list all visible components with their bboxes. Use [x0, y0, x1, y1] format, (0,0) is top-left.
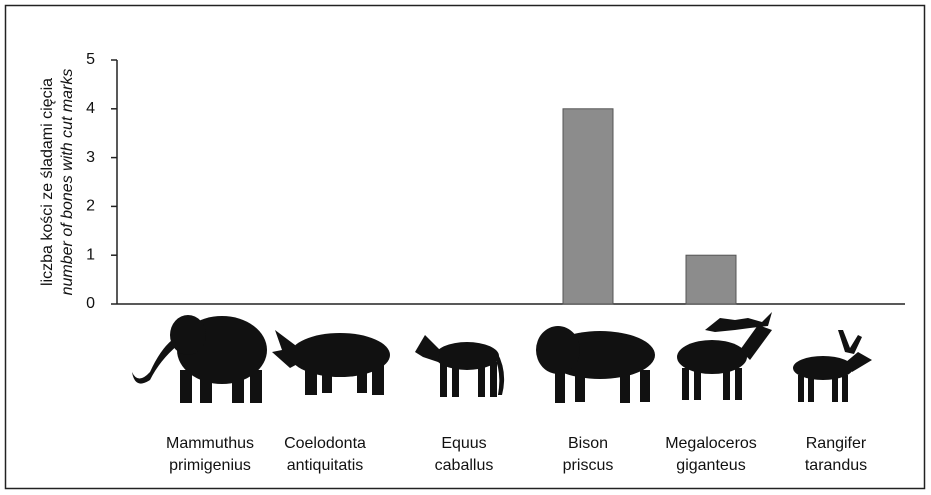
y-tick-label: 3: [86, 149, 95, 166]
x-tick-label: Equus: [441, 435, 486, 452]
y-tick-label: 1: [86, 246, 95, 263]
x-tick-label: giganteus: [676, 457, 745, 474]
animal-silhouettes: [132, 312, 872, 403]
bar: [562, 108, 614, 305]
bar: [685, 254, 737, 305]
x-tick-label: primigenius: [169, 457, 251, 474]
y-axis-label: liczba kości ze śladami cięcia: [39, 78, 56, 286]
y-axis-label-en: number of bones with cut marks: [59, 69, 76, 296]
x-tick-label: Rangifer: [806, 435, 867, 452]
x-tick-label: Megaloceros: [665, 435, 757, 452]
y-tick-label: 5: [86, 51, 95, 68]
x-tick-label: Mammuthus: [166, 435, 254, 452]
x-tick-label: antiquitatis: [287, 457, 364, 474]
x-tick-label: caballus: [435, 457, 494, 474]
x-tick-label: priscus: [563, 457, 614, 474]
frame: [4, 4, 926, 490]
x-tick-label: tarandus: [805, 457, 867, 474]
y-tick-label: 0: [86, 295, 95, 312]
x-tick-label: Coelodonta: [284, 435, 366, 452]
y-tick-label: 2: [86, 198, 95, 215]
y-tick-label: 4: [86, 100, 95, 117]
x-tick-label: Bison: [568, 435, 608, 452]
